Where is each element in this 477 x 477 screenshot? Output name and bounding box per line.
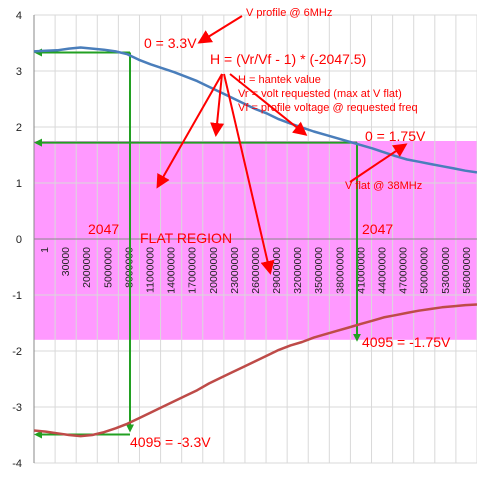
- axes: [33, 15, 477, 463]
- marker-lines: [34, 48, 361, 439]
- y-tick-label: 3: [16, 66, 22, 78]
- arrow-formula-1: [156, 73, 223, 189]
- x-tick-labels: 1 30000 2000000 5000000 8000000 11000000 14000…: [39, 247, 473, 294]
- annotation-v-flat: V flat @ 38MHz: [345, 180, 422, 192]
- x-tick-label: 5000000: [102, 247, 114, 288]
- annotation-def-vf: Vf = profile voltage @ requested freq: [238, 102, 418, 114]
- annotation-def-vr: Vr = volt requested (max at V flat): [238, 88, 402, 100]
- annotation-def-h: H = hantek value: [238, 74, 321, 86]
- series-lines: [33, 46, 477, 438]
- x-tick-label: 1: [39, 247, 51, 253]
- annotation-zero-175: 0 = 1.75V: [365, 128, 426, 144]
- x-tick-label: 20000000: [208, 247, 220, 294]
- y-tick-label: -1: [12, 290, 22, 302]
- annotation-right-2047: 2047: [362, 221, 393, 237]
- annotation-arrows: [156, 15, 408, 275]
- x-tick-label: 50000000: [419, 247, 431, 294]
- series-line-1: [33, 46, 477, 174]
- x-tick-label: 47000000: [398, 247, 410, 294]
- x-tick-label: 14000000: [166, 247, 178, 294]
- x-tick-label: 26000000: [250, 247, 262, 294]
- x-tick-label: 41000000: [355, 247, 367, 294]
- annotation-left-2047: 2047: [88, 221, 119, 237]
- x-tick-label: 23000000: [229, 247, 241, 294]
- annotation-v-profile: V profile @ 6MHz: [246, 7, 332, 19]
- x-tick-label: 38000000: [334, 247, 346, 294]
- x-tick-label: 53000000: [440, 247, 452, 294]
- annotation-formula: H = (Vr/Vf - 1) * (-2047.5): [210, 51, 366, 67]
- annotation-right-4095: 4095 = -1.75V: [362, 334, 451, 350]
- x-tick-label: 2000000: [81, 247, 93, 288]
- flat-region-label: FLAT REGION: [140, 230, 232, 246]
- x-tick-label: 35000000: [313, 247, 325, 294]
- arrow-formula-2: [210, 73, 225, 137]
- x-tick-label: 29000000: [271, 247, 283, 294]
- arrow-formula-4: [229, 73, 308, 136]
- arrow-formula-3: [223, 73, 275, 275]
- arrow-v-flat: [349, 143, 408, 183]
- annotation-zero-33: 0 = 3.3V: [144, 35, 197, 51]
- y-tick-label: 2: [16, 122, 22, 134]
- x-tick-label: 32000000: [292, 247, 304, 294]
- flat-region-band: [34, 141, 477, 340]
- annotation-left-4095: 4095 = -3.3V: [130, 434, 211, 450]
- x-tick-label: 11000000: [144, 247, 156, 293]
- x-tick-label: 44000000: [377, 247, 389, 294]
- y-tick-label: 1: [16, 178, 22, 190]
- y-tick-labels: 4 3 2 1 0 -1 -2 -3 -4: [12, 10, 22, 470]
- x-tick-label: 30000: [60, 247, 72, 276]
- series-line-2: [33, 303, 477, 438]
- y-tick-label: -4: [12, 458, 22, 470]
- x-tick-label: 17000000: [187, 247, 199, 294]
- x-tick-label: 56000000: [461, 247, 473, 294]
- y-tick-label: -2: [12, 346, 22, 358]
- arrow-v-profile: [197, 15, 243, 44]
- y-tick-label: -3: [12, 402, 22, 414]
- y-tick-label: 4: [16, 10, 22, 22]
- y-tick-label: 0: [16, 234, 22, 246]
